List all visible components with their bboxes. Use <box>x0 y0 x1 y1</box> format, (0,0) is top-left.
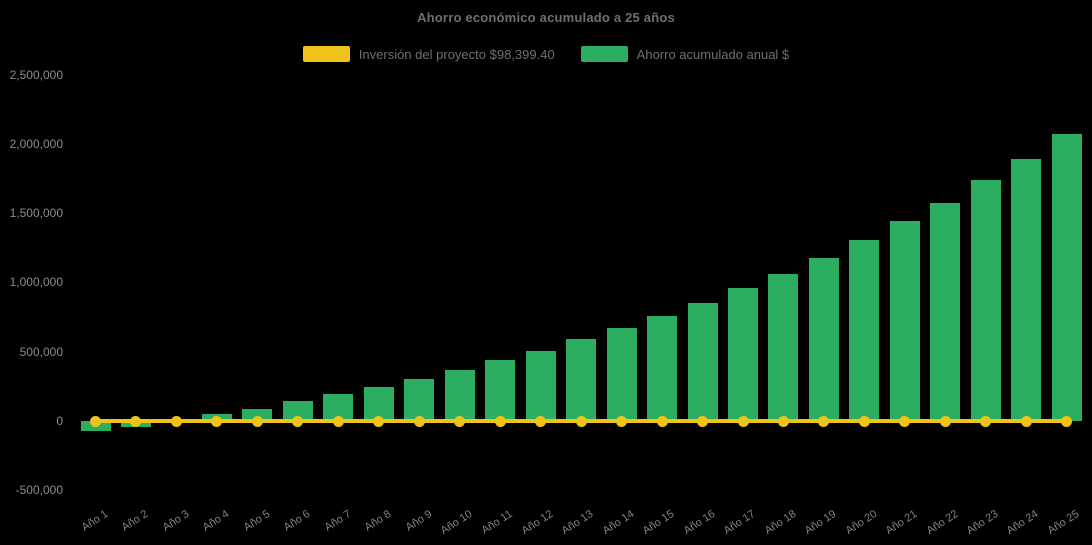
investment-point-año-21 <box>899 415 911 427</box>
bar-año-17 <box>728 288 759 421</box>
x-axis-label-año-4: Año 4 <box>200 508 232 534</box>
investment-point-año-2 <box>130 415 142 427</box>
investment-point-año-10 <box>454 415 466 427</box>
bar-año-13 <box>566 339 597 421</box>
investment-point-año-20 <box>858 415 870 427</box>
x-axis-label-año-1: Año 1 <box>79 508 111 534</box>
investment-point-año-3 <box>170 415 182 427</box>
x-axis-label-año-15: Año 15 <box>640 508 677 538</box>
x-axis-label-año-22: Año 22 <box>924 508 960 538</box>
investment-point-año-8 <box>373 415 385 427</box>
x-axis-label-año-14: Año 14 <box>600 508 637 538</box>
y-axis-tick-label: 500,000 <box>19 344 63 359</box>
chart-legend: Inversión del proyecto $98,399.40 Ahorro… <box>0 46 1092 62</box>
x-axis-label-año-20: Año 20 <box>843 508 879 538</box>
x-axis-label-año-23: Año 23 <box>964 508 1001 538</box>
x-axis-label-año-2: Año 2 <box>119 508 151 534</box>
bar-año-11 <box>485 360 516 421</box>
bar-año-21 <box>889 221 920 421</box>
investment-point-año-15 <box>656 415 668 427</box>
x-axis-label-año-25: Año 25 <box>1045 508 1082 538</box>
bar-año-12 <box>525 350 556 421</box>
investment-point-año-18 <box>777 415 789 427</box>
y-axis-tick-label: -500,000 <box>15 483 63 498</box>
investment-point-año-23 <box>980 415 992 427</box>
legend-item-investment[interactable]: Inversión del proyecto $98,399.40 <box>302 46 555 62</box>
x-axis-label-año-11: Año 11 <box>479 508 515 537</box>
x-axis-label-año-21: Año 21 <box>883 508 920 538</box>
x-axis-label-año-13: Año 13 <box>559 508 596 538</box>
x-axis-label-año-10: Año 10 <box>438 508 475 538</box>
investment-point-año-14 <box>616 415 628 427</box>
x-axis-label-año-6: Año 6 <box>281 508 313 534</box>
x-axis-label-año-16: Año 16 <box>681 508 718 538</box>
y-axis-tick-label: 0 <box>56 414 63 428</box>
y-axis-tick-label: 2,000,000 <box>9 136 63 151</box>
investment-point-año-13 <box>575 415 587 427</box>
investment-point-año-19 <box>818 415 830 427</box>
investment-point-año-11 <box>494 415 506 427</box>
x-axis-label-año-18: Año 18 <box>762 508 799 538</box>
x-axis-label-año-12: Año 12 <box>519 508 556 538</box>
x-axis-label-año-19: Año 19 <box>802 508 839 538</box>
bar-año-6 <box>282 401 313 421</box>
legend-swatch-investment-icon <box>302 46 350 62</box>
legend-swatch-savings-icon <box>580 46 628 62</box>
bar-año-23 <box>970 180 1001 421</box>
legend-item-savings[interactable]: Ahorro acumulado anual $ <box>580 46 790 62</box>
bar-año-15 <box>647 316 678 421</box>
bar-año-9 <box>404 379 435 421</box>
legend-label-investment: Inversión del proyecto $98,399.40 <box>358 46 555 62</box>
y-axis-tick-label: 2,500,000 <box>9 67 63 82</box>
investment-point-año-25 <box>1061 415 1073 427</box>
legend-label-savings: Ahorro acumulado anual $ <box>636 46 790 62</box>
investment-point-año-1 <box>90 415 101 427</box>
bar-año-8 <box>363 387 394 421</box>
bar-año-16 <box>687 302 718 421</box>
y-axis-tick-label: 1,500,000 <box>9 206 63 221</box>
x-axis-label-año-8: Año 8 <box>362 508 394 534</box>
bar-año-20 <box>849 240 880 421</box>
bar-año-22 <box>930 202 961 421</box>
x-axis-label-año-3: Año 3 <box>160 508 191 534</box>
x-axis-label-año-7: Año 7 <box>322 508 353 534</box>
x-axis-label-año-5: Año 5 <box>241 508 272 534</box>
bar-año-14 <box>606 328 637 421</box>
bar-año-25 <box>1051 134 1082 421</box>
x-axis-label-año-9: Año 9 <box>403 508 434 534</box>
investment-point-año-22 <box>939 415 951 427</box>
x-axis-label-año-24: Año 24 <box>1005 508 1041 538</box>
investment-point-año-6 <box>292 415 304 427</box>
investment-point-año-12 <box>535 415 547 427</box>
bar-año-19 <box>808 257 839 421</box>
bar-año-18 <box>768 274 799 421</box>
bar-año-5 <box>242 408 273 421</box>
investment-point-año-5 <box>251 415 263 427</box>
bar-año-10 <box>444 370 475 421</box>
chart-title: Ahorro económico acumulado a 25 años <box>417 10 675 25</box>
investment-point-año-24 <box>1020 415 1032 427</box>
x-axis-label-año-17: Año 17 <box>721 508 758 538</box>
y-axis-tick-label: 1,000,000 <box>9 275 63 290</box>
bar-año-24 <box>1011 158 1042 421</box>
investment-point-año-4 <box>211 415 223 427</box>
investment-point-año-17 <box>737 415 749 427</box>
investment-point-año-9 <box>413 415 425 427</box>
investment-point-año-7 <box>332 415 344 427</box>
investment-point-año-16 <box>697 415 709 427</box>
